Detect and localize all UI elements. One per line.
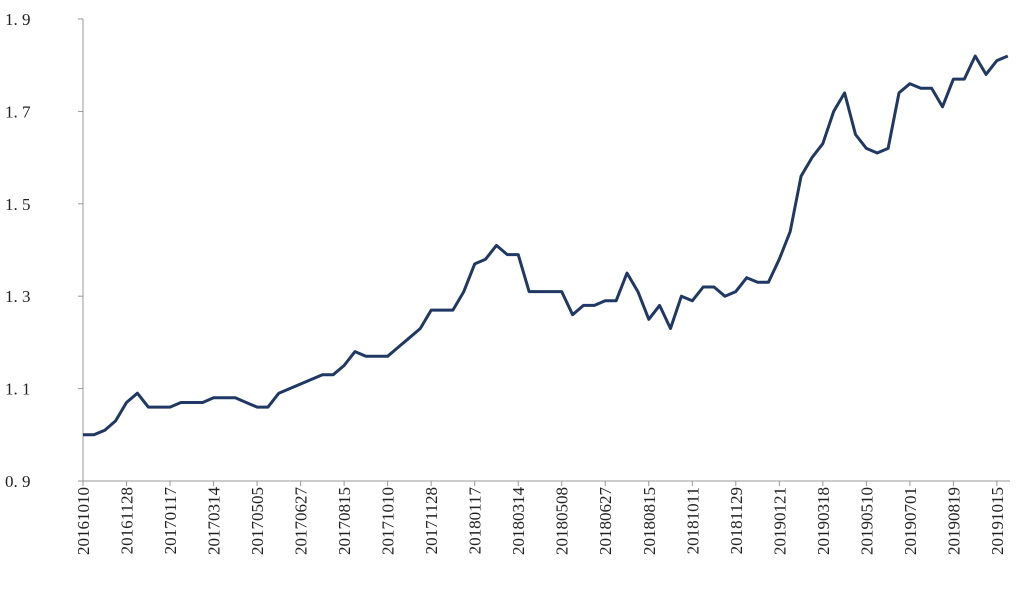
x-tick-label: 20180815: [640, 487, 659, 555]
x-tick-label: 20190318: [814, 487, 833, 555]
x-tick-label: 20190510: [857, 487, 876, 555]
x-tick-label: 20170815: [335, 487, 354, 555]
y-tick-label: 1. 9: [5, 10, 31, 29]
x-tick-label: 20181011: [683, 487, 702, 554]
x-tick-label: 20191015: [988, 487, 1007, 555]
x-tick-label: 20170314: [205, 487, 224, 556]
x-tick-label: 20180508: [553, 487, 572, 555]
y-tick-label: 1. 3: [5, 287, 31, 306]
x-tick-label: 20170627: [292, 487, 311, 556]
x-tick-label: 20161128: [118, 487, 137, 554]
x-tick-label: 20180314: [509, 487, 528, 556]
x-tick-label: 20180627: [596, 487, 615, 556]
x-tick-label: 20190819: [944, 487, 963, 555]
x-tick-label: 20171128: [422, 487, 441, 554]
y-tick-label: 0. 9: [5, 472, 31, 491]
x-tick-label: 20180117: [466, 487, 485, 555]
x-tick-label: 20171010: [379, 487, 398, 555]
x-tick-label: 20170117: [161, 487, 180, 555]
x-tick-label: 20190701: [901, 487, 920, 555]
x-tick-label: 20190121: [770, 487, 789, 555]
y-tick-label: 1. 1: [5, 380, 31, 399]
y-tick-label: 1. 7: [5, 102, 31, 121]
x-tick-label: 20161010: [74, 487, 93, 555]
y-tick-label: 1. 5: [5, 195, 31, 214]
x-tick-label: 20181129: [727, 487, 746, 554]
x-tick-label: 20170505: [248, 487, 267, 555]
line: [83, 54, 1009, 437]
